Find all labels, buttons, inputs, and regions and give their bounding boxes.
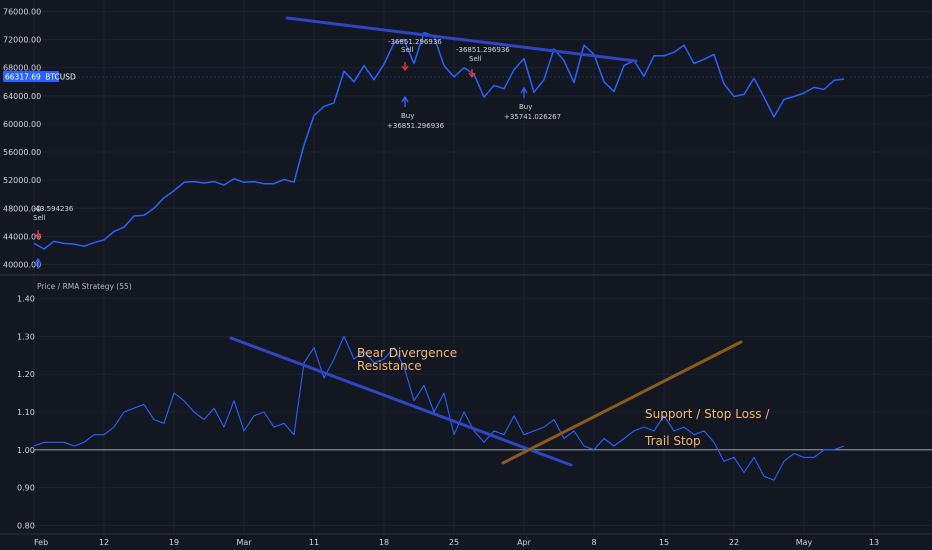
indicator-tick-label: 1.10 [17,408,35,417]
trail-stop-label: Trail Stop [644,434,701,448]
indicator-tick-label: 0.80 [17,521,35,530]
sell-label: Sell [469,55,482,63]
x-tick-label: 11 [309,538,319,547]
x-tick-label: 25 [449,538,459,547]
sell-label: Sell [33,214,46,222]
buy-value-label: +35741.026267 [504,113,561,121]
price-tick-label: 44000.00 [3,232,41,241]
indicator-series [33,335,845,481]
buy-arrow-icon [401,95,409,107]
price-pane-grid [33,0,932,534]
sell-marker-1: -43.594236 Sell [33,205,74,240]
price-tick-label: 68000.00 [3,64,41,73]
price-series [33,31,845,250]
price-resistance-trendline [285,16,638,63]
buy-label: Buy [401,112,414,120]
last-price-value: 66317.69 BTCUSD [5,73,76,82]
resistance-label: Resistance [357,359,422,373]
indicator-tick-label: 1.00 [17,446,35,455]
x-tick-label: Apr [517,538,532,547]
indicator-title[interactable]: Price / RMA Strategy (55) [37,282,132,291]
last-price-badge-bg [3,71,59,82]
indicator-tick-label: 1.40 [17,295,35,304]
sell-arrow-icon [401,62,409,72]
bear-divergence-trendline [229,336,573,467]
price-tick-label: 76000.00 [3,8,41,17]
x-tick-label: Mar [236,538,252,547]
price-tick-label: 60000.00 [3,120,41,129]
buy-label: Buy [519,103,532,111]
buy-arrow-icon [34,257,42,269]
strategy-markers: -43.594236 Sell -36851.296936 Sell Buy +… [33,38,561,269]
price-tick-label: 72000.00 [3,36,41,45]
x-tick-label: Feb [34,538,48,547]
price-y-axis: 40000.00 44000.00 48000.00 52000.00 56000.00… [3,8,41,270]
indicator-y-axis: 0.80 0.90 1.00 1.10 1.20 1.30 1.40 [17,295,35,531]
sell-label: Sell [401,46,414,54]
indicator-tick-label: 0.90 [17,484,35,493]
sell-value-label: -36851.296936 [456,46,510,54]
indicator-pane-grid [34,298,932,526]
support-trendline [501,340,743,465]
last-price-badge: 66317.69 BTCUSD [3,71,76,82]
sell-value-label: -43.594236 [33,205,74,213]
sell-marker-3: -36851.296936 Sell [456,46,510,79]
x-tick-label: 19 [169,538,179,547]
x-tick-label: May [796,538,813,547]
buy-arrow-icon [520,86,528,98]
buy-marker-1 [34,257,42,269]
x-tick-label: 8 [591,538,596,547]
bear-divergence-label: Bear Divergence [357,346,457,360]
price-tick-label: 48000.00 [3,204,41,213]
sell-marker-2: -36851.296936 Sell [388,38,442,72]
price-line [33,31,845,250]
indicator-line [33,335,845,481]
x-tick-label: 15 [659,538,669,547]
sell-value-label: -36851.296936 [388,38,442,46]
buy-marker-2: Buy +36851.296936 [387,95,445,130]
price-tick-label: 56000.00 [3,148,41,157]
x-tick-label: 12 [99,538,109,547]
x-tick-label: 22 [729,538,739,547]
indicator-tick-label: 1.20 [17,370,35,379]
indicator-tick-label: 1.30 [17,332,35,341]
support-stop-loss-label: Support / Stop Loss / [645,407,770,421]
buy-value-label: +36851.296936 [387,122,445,130]
sell-arrow-icon [34,230,42,240]
x-tick-label: 13 [869,538,879,547]
price-tick-label: 40000.00 [3,260,41,269]
buy-marker-3: Buy +35741.026267 [504,86,561,121]
x-tick-label: 18 [379,538,389,547]
price-tick-label: 52000.00 [3,176,41,185]
price-tick-label: 64000.00 [3,92,41,101]
sell-arrow-icon [468,69,476,79]
x-axis: Feb1219Mar111825Apr81522May1320Jun101724 [34,538,879,547]
